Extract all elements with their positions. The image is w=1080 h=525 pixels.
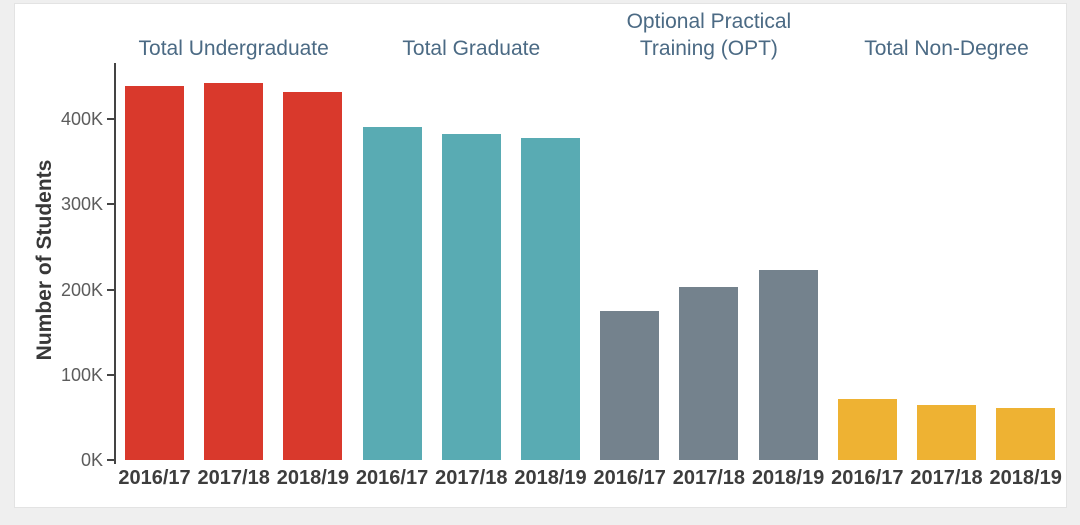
- bar-total-graduate-2016-17: [362, 126, 422, 460]
- y-axis-title: Number of Students: [33, 159, 56, 361]
- bar-total-undergraduate-2018-19: [283, 91, 343, 460]
- y-tick-mark: [107, 118, 115, 121]
- group-title: Total Non-Degree: [864, 37, 1029, 60]
- bar-total-undergraduate-2016-17: [125, 85, 184, 460]
- y-tick-label: 300K: [60, 194, 103, 215]
- y-tick-label: 200K: [60, 279, 103, 300]
- bar-total-non-degree-2017-18: [917, 404, 976, 460]
- y-tick-label: 0K: [80, 450, 103, 470]
- group-title: Total Undergraduate: [138, 37, 329, 60]
- group-title: Optional Practical Training (OPT): [626, 10, 792, 60]
- chart-card: Number of Students 0K 100K 200K 300K 400K 20…: [14, 3, 1067, 508]
- x-tick-label: 2016/17: [593, 467, 666, 489]
- bar-total-non-degree-2016-17: [837, 398, 897, 460]
- x-tick-label: 2017/18: [435, 467, 508, 489]
- bar-optional-practical-training-opt-2017-18: [679, 287, 739, 460]
- y-tick-label: 400K: [60, 109, 103, 130]
- x-tick-label: 2017/18: [197, 467, 270, 489]
- y-tick-mark: [107, 203, 115, 206]
- y-tick-label: 100K: [60, 364, 103, 385]
- x-tick-label: 2016/17: [118, 467, 191, 489]
- bar-total-graduate-2018-19: [521, 137, 580, 460]
- bar-total-undergraduate-2017-18: [204, 83, 264, 460]
- y-axis-line: [114, 63, 116, 464]
- bar-optional-practical-training-opt-2016-17: [600, 310, 660, 460]
- x-tick-label: 2018/19: [514, 467, 587, 489]
- x-tick-label: 2018/19: [276, 467, 350, 489]
- x-tick-label: 2016/17: [355, 467, 429, 489]
- bar-total-non-degree-2018-19: [996, 408, 1056, 460]
- y-tick-mark: [107, 373, 115, 376]
- bar-optional-practical-training-opt-2018-19: [758, 270, 818, 460]
- x-tick-label: 2016/17: [831, 467, 904, 489]
- y-tick-mark: [107, 288, 115, 291]
- bar-total-graduate-2017-18: [441, 133, 501, 460]
- y-tick-mark: [107, 459, 115, 461]
- group-title: Total Graduate: [402, 37, 541, 60]
- x-tick-label: 2018/19: [751, 467, 825, 489]
- x-tick-label: 2018/19: [989, 467, 1062, 489]
- x-tick-label: 2017/18: [672, 467, 746, 489]
- x-tick-label: 2017/18: [910, 467, 983, 489]
